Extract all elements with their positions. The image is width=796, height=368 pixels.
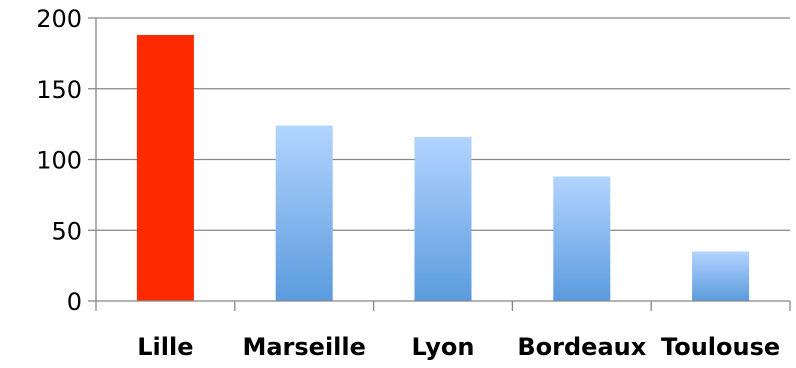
y-tick-label-100: 100 (36, 147, 82, 175)
bar-toulouse (692, 251, 750, 301)
y-tick-label-150: 150 (36, 76, 82, 104)
x-tick-label-bordeaux: Bordeaux (517, 333, 646, 361)
bar-lille (136, 34, 194, 301)
y-tick-label-200: 200 (36, 5, 82, 33)
x-tick-labels: Lille Marseille Lyon Bordeaux Toulouse (137, 333, 780, 361)
y-tick-labels: 0 50 100 150 200 (36, 5, 82, 316)
y-tick-label-50: 50 (51, 217, 82, 245)
x-tick-label-toulouse: Toulouse (661, 333, 780, 361)
y-tick-label-0: 0 (67, 288, 82, 316)
x-tick-label-marseille: Marseille (242, 333, 365, 361)
x-tick-label-lille: Lille (137, 333, 193, 361)
x-tick-label-lyon: Lyon (412, 333, 475, 361)
bars (136, 34, 750, 301)
bar-lyon (414, 136, 472, 301)
axes (95, 18, 791, 311)
bar-marseille (275, 125, 333, 301)
bar-bordeaux (553, 176, 611, 301)
